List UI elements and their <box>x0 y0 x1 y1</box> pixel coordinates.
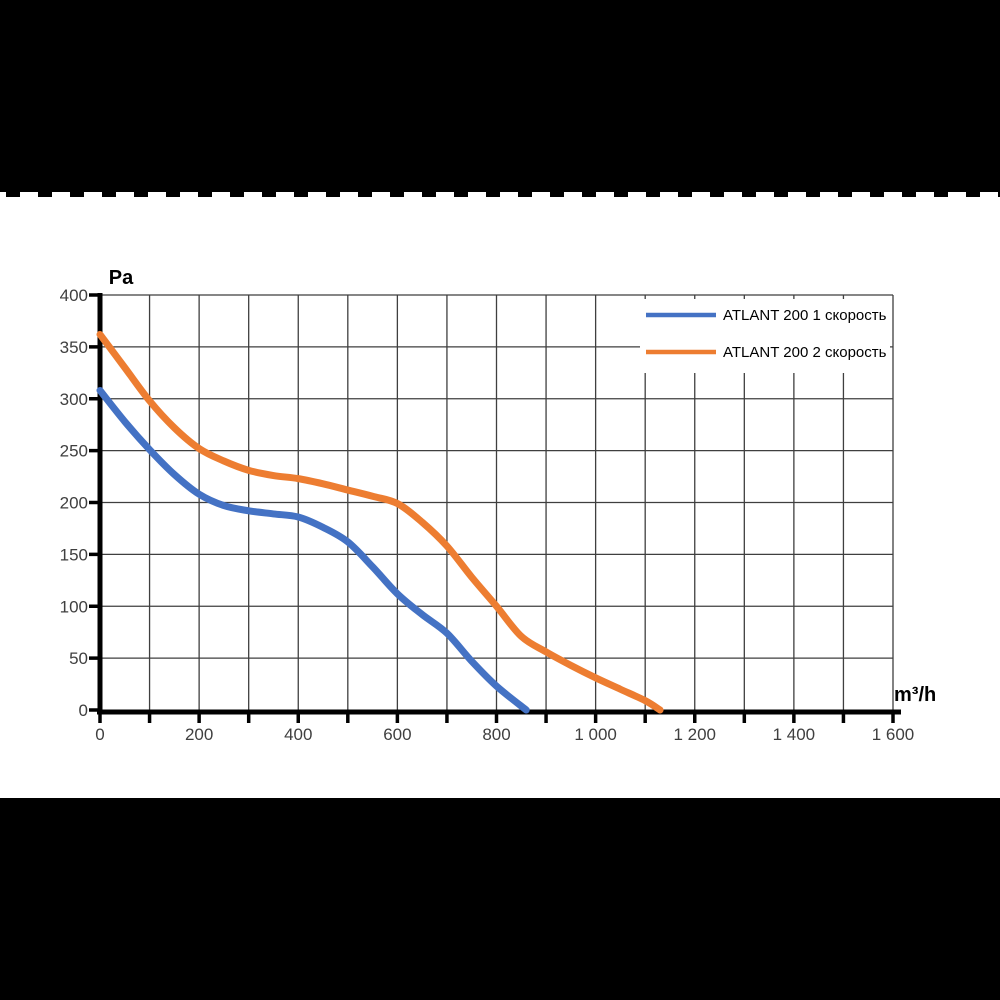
x-tick-label: 800 <box>482 725 510 744</box>
x-tick-label: 1 600 <box>872 725 915 744</box>
x-tick-label: 600 <box>383 725 411 744</box>
axes <box>89 293 901 723</box>
y-tick-label: 50 <box>69 649 88 668</box>
legend-label-speed2: ATLANT 200 2 скорость <box>723 344 887 361</box>
series-curves <box>96 330 664 714</box>
pressure-axis-label: Pa <box>109 267 134 289</box>
y-tick-label: 0 <box>79 701 88 720</box>
legend: ATLANT 200 1 скорость ATLANT 200 2 скоро… <box>640 299 890 373</box>
y-tick-label: 250 <box>60 442 88 461</box>
y-tick-label: 300 <box>60 390 88 409</box>
y-tick-label: 100 <box>60 597 88 616</box>
x-tick-label: 1 000 <box>574 725 617 744</box>
legend-background <box>640 299 890 373</box>
tick-labels: 0 50 100 150 200 250 300 350 400 0 200 400 600 800 1 0… <box>60 286 915 744</box>
series-curve-speed-2 <box>96 330 664 714</box>
x-tick-label: 0 <box>95 725 104 744</box>
y-tick-label: 400 <box>60 286 88 305</box>
perforation-strip <box>6 192 1000 197</box>
x-tick-label: 1 400 <box>773 725 816 744</box>
y-tick-label: 200 <box>60 494 88 513</box>
x-tick-label: 200 <box>185 725 213 744</box>
bottom-black-band <box>0 798 1000 1000</box>
x-tick-label: 1 200 <box>673 725 716 744</box>
y-tick-label: 350 <box>60 338 88 357</box>
x-tick-label: 400 <box>284 725 312 744</box>
y-tick-label: 150 <box>60 545 88 564</box>
flow-axis-label: m³/h <box>894 684 936 706</box>
top-black-band <box>0 0 1000 192</box>
series-curve-speed-1 <box>96 386 530 714</box>
legend-label-speed1: ATLANT 200 1 скорость <box>723 307 887 324</box>
